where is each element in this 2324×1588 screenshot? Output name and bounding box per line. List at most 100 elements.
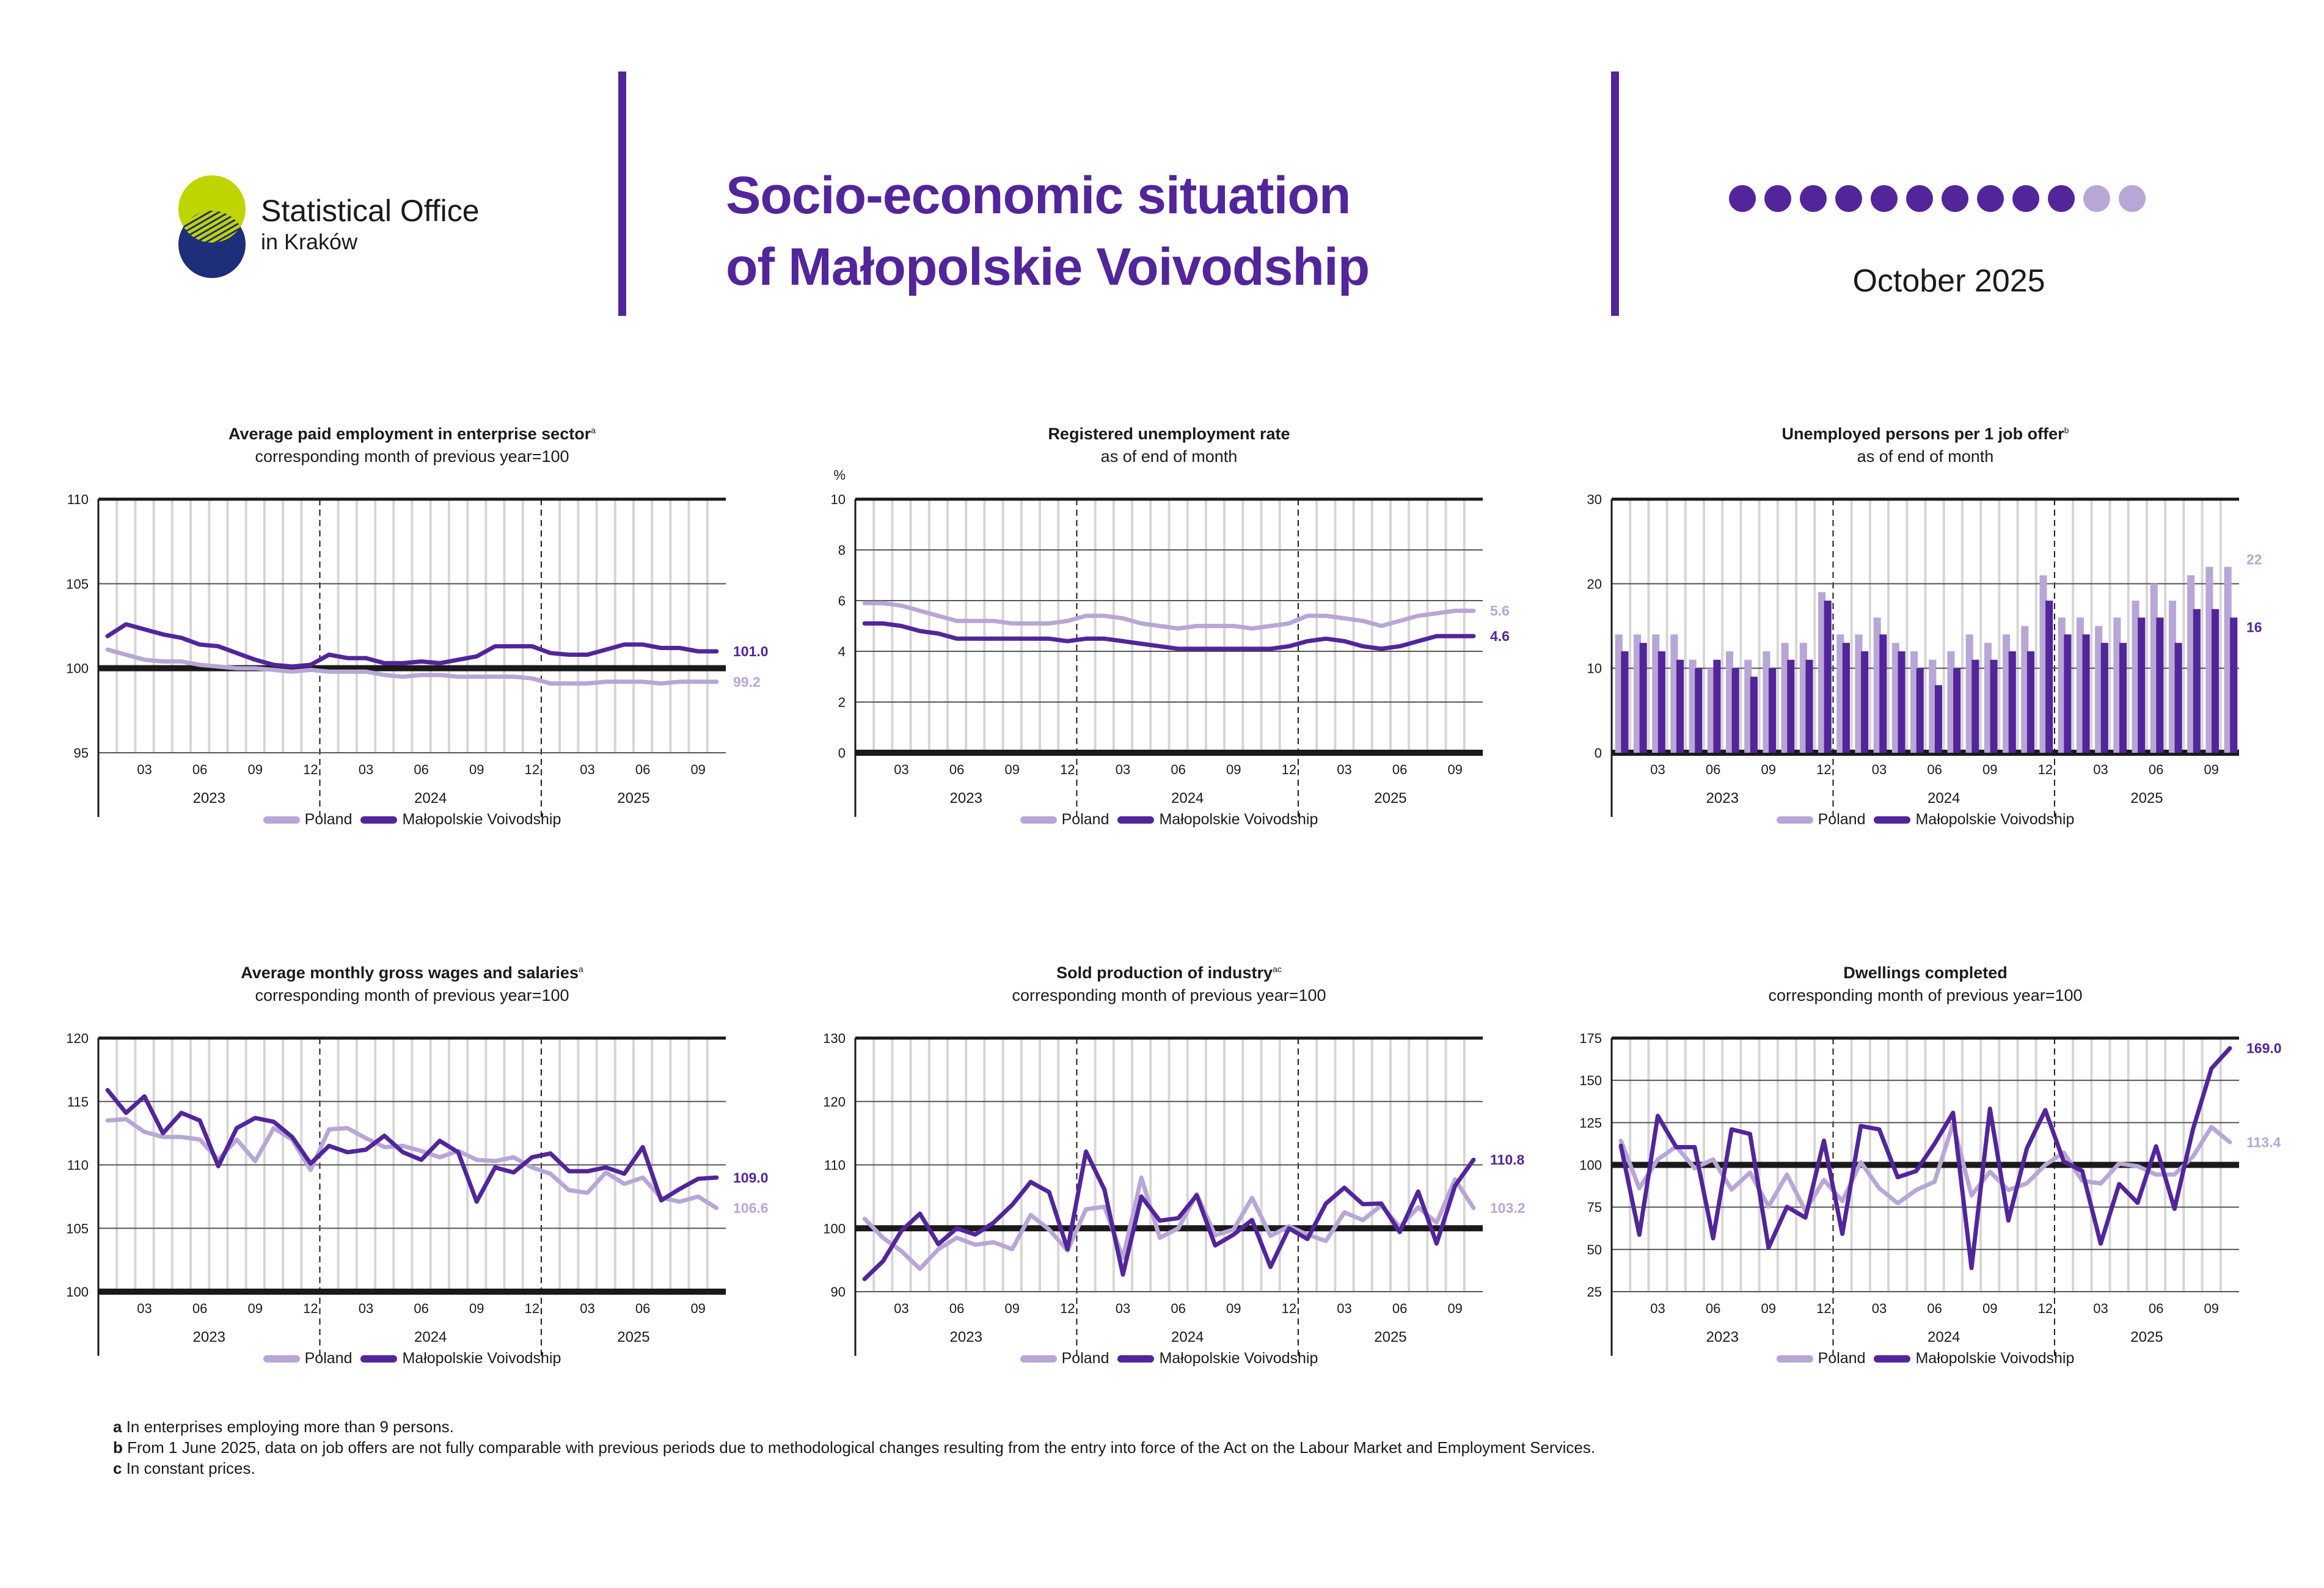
chart-title-footnote-marker: a [591,425,596,435]
chart-svg: 25 50 75 100 125 150 175 113.4 169.0 03 06 09 12 03 06… [1579,1031,2282,1356]
bar-poland [1615,634,1623,753]
y-tick-label: 100 [823,1221,846,1236]
chart-legend: Poland Małopolskie Voivodship [855,811,1483,829]
series-line-malopolskie [105,1088,719,1204]
y-tick-label: 130 [823,1031,846,1046]
bar-malopolskie [1787,659,1795,753]
progress-dot-filled [2048,185,2075,212]
bar-poland [1910,651,1918,753]
bar-poland [2132,601,2139,753]
legend-label-poland: Poland [1818,811,1866,828]
x-tick-label: 09 [1447,762,1462,777]
bar-malopolskie [1657,651,1665,753]
bar-malopolskie [1898,651,1906,753]
bar-poland [1689,659,1697,753]
legend-swatch-region [360,1355,398,1363]
x-tick-label: 06 [1927,1301,1942,1316]
chart-title-footnote-marker: b [2064,425,2069,435]
y-tick-label: 10 [1587,661,1602,676]
legend-label-region: Małopolskie Voivodship [402,1350,561,1367]
footnote-text: From 1 June 2025, data on job offers are… [127,1438,1596,1457]
chart-legend: Poland Małopolskie Voivodship [1612,1350,2239,1367]
end-value-label-poland: 22 [2246,552,2262,568]
end-value-label-poland: 106.6 [733,1200,769,1216]
series-line-poland [862,601,1476,631]
y-tick-label: 110 [67,492,89,507]
y-tick-label: 50 [1587,1242,1602,1257]
legend-swatch-region [360,816,398,824]
bar-malopolskie [1639,643,1647,753]
bar-malopolskie [2174,643,2182,753]
year-label: 2023 [1706,790,1739,807]
y-tick-label: 0 [1595,745,1602,761]
chart-title-text: Dwellings completed [1843,964,2008,982]
x-tick-label: 12 [1282,1301,1296,1316]
x-tick-label: 12 [2038,1301,2053,1316]
x-tick-label: 03 [359,1301,373,1316]
bar-malopolskie [2100,643,2108,753]
chart-title: Unemployed persons per 1 job offerb [1612,425,2239,444]
x-tick-label: 09 [248,1301,263,1316]
progress-dot-filled [2012,185,2039,212]
x-tick-label: 09 [248,762,263,777]
bar-poland [1891,643,1899,753]
progress-dot-filled [1800,185,1827,212]
x-tick-label: 03 [580,762,594,777]
bar-malopolskie [1824,601,1832,753]
footnote-letter: a [113,1418,122,1436]
legend-swatch-region [1117,816,1155,824]
y-tick-label: 120 [66,1031,89,1046]
y-unit-label: % [833,467,846,483]
chart-title: Average paid employment in enterprise se… [98,425,726,444]
year-label: 2025 [2130,790,2163,807]
bar-malopolskie [1842,643,1850,753]
bar-malopolskie [1805,659,1813,753]
x-tick-label: 12 [1816,1301,1831,1316]
x-tick-label: 03 [894,1301,908,1316]
end-value-label-malopolskie: 169.0 [2246,1041,2282,1056]
y-tick-label: 30 [1587,492,1602,507]
bar-poland [2187,575,2195,753]
footnote-text: In constant prices. [126,1459,255,1477]
bar-malopolskie [2230,617,2238,753]
chart-legend: Poland Małopolskie Voivodship [1612,811,2239,829]
chart-title-text: Registered unemployment rate [1048,425,1290,443]
y-tick-label: 105 [66,1221,89,1236]
bar-poland [1670,634,1678,753]
legend-swatch-poland [1776,1355,1813,1363]
bar-malopolskie [1879,634,1887,753]
bar-malopolskie [2138,617,2146,753]
bar-poland [2076,617,2084,753]
footnote-letter: c [113,1459,122,1477]
legend-label-region: Małopolskie Voivodship [402,811,561,828]
x-tick-label: 06 [2149,762,2163,777]
bar-malopolskie [2156,617,2164,753]
chart-title-text: Average monthly gross wages and salaries [241,964,579,982]
progress-dot-filled [1729,185,1756,212]
x-tick-label: 12 [525,1301,539,1316]
y-tick-label: 2 [838,695,846,710]
bar-poland [2150,584,2158,753]
page-title-line-2: of Małopolskie Voivodship [726,238,1370,296]
legend-label-region: Małopolskie Voivodship [1915,811,2075,828]
chart-legend: Poland Małopolskie Voivodship [98,811,726,829]
chart-panel-wages: Average monthly gross wages and salaries… [37,964,825,1403]
logo-title: Statistical Office [261,194,480,228]
x-tick-label: 09 [469,762,484,777]
series-line-poland [105,1117,719,1210]
chart-subtitle: corresponding month of previous year=100 [255,447,569,466]
x-tick-label: 06 [1706,762,1720,777]
bar-malopolskie [1695,668,1703,753]
end-value-label-malopolskie: 109.0 [733,1169,769,1185]
bar-poland [2168,601,2176,753]
bar-poland [1633,634,1642,753]
progress-dot-filled [1977,185,2004,212]
year-label: 2023 [1706,1329,1739,1345]
x-tick-label: 03 [1650,762,1665,777]
x-tick-label: 09 [1226,762,1241,777]
year-label: 2025 [1374,790,1406,807]
chart-title-footnote-marker: a [578,964,583,974]
x-tick-label: 12 [1060,1301,1075,1316]
y-tick-label: 95 [74,745,89,761]
legend-label-poland: Poland [304,811,353,828]
